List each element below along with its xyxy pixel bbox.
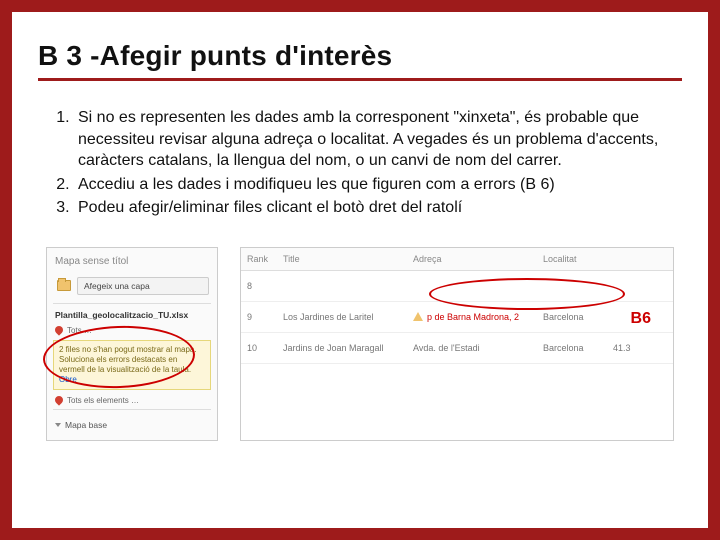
callout-b6: B6 xyxy=(631,310,651,328)
slide-body: Si no es representen les dades amb la co… xyxy=(12,89,708,219)
pin-icon xyxy=(53,325,64,336)
add-layer-button[interactable]: Afegeix una capa xyxy=(77,277,209,295)
cell-addr: Avda. de l'Estadi xyxy=(407,332,537,363)
table-header-row: Rank Title Adreça Localitat xyxy=(241,248,673,271)
cell-rank: 9 xyxy=(241,301,277,332)
divider xyxy=(53,409,211,410)
table-row[interactable]: 10 Jardins de Joan Maragall Avda. de l'E… xyxy=(241,332,673,363)
title-wrap: B 3 -Afegir punts d'interès xyxy=(12,12,708,89)
slide-title: B 3 -Afegir punts d'interès xyxy=(38,40,682,81)
cell-title: Jardins de Joan Maragall xyxy=(277,332,407,363)
base-map-row[interactable]: Mapa base xyxy=(53,414,211,430)
table-row[interactable]: 9 Los Jardines de Laritel p de Barna Mad… xyxy=(241,301,673,332)
cell-rank: 10 xyxy=(241,332,277,363)
add-layer-row: Afegeix una capa xyxy=(53,273,211,301)
data-table: Rank Title Adreça Localitat 8 xyxy=(241,248,673,364)
col-title: Title xyxy=(277,248,407,271)
table-row[interactable]: 8 xyxy=(241,270,673,301)
map-title: Mapa sense títol xyxy=(53,254,211,273)
list-item: Si no es representen les dades amb la co… xyxy=(74,107,674,172)
folder-icon xyxy=(57,280,71,291)
marker-row: Tots … xyxy=(53,324,211,337)
cell-loc: Barcelona xyxy=(537,301,607,332)
file-name: Plantilla_geolocalitzacio_TU.xlsx xyxy=(53,308,211,324)
list-item: Accediu a les dades i modifiqueu les que… xyxy=(74,174,674,196)
col-addr: Adreça xyxy=(407,248,537,271)
cell-rank: 8 xyxy=(241,270,277,301)
slide: B 3 -Afegir punts d'interès Si no es rep… xyxy=(0,0,720,540)
cell-addr xyxy=(407,270,537,301)
chevron-down-icon xyxy=(55,423,61,427)
cell-loc: Barcelona xyxy=(537,332,607,363)
cell-loc xyxy=(537,270,607,301)
divider xyxy=(53,303,211,304)
col-rank: Rank xyxy=(241,248,277,271)
cell-title xyxy=(277,270,407,301)
marker-row: Tots els elements … xyxy=(53,394,211,407)
warning-box: 2 files no s'han pogut mostrar al mapa. … xyxy=(53,340,211,390)
warning-icon xyxy=(413,312,423,321)
figures-row: Mapa sense títol Afegeix una capa Planti… xyxy=(12,221,708,441)
cell-title: Los Jardines de Laritel xyxy=(277,301,407,332)
instruction-list: Si no es representen les dades amb la co… xyxy=(46,107,674,219)
marker-label: Tots els elements … xyxy=(67,396,139,405)
cell-extra: 41.3 xyxy=(607,332,673,363)
marker-label: Tots … xyxy=(67,326,92,335)
base-map-label: Mapa base xyxy=(65,420,107,430)
data-table-panel: Rank Title Adreça Localitat 8 xyxy=(240,247,674,441)
cell-addr: p de Barna Madrona, 2 xyxy=(407,301,537,332)
error-address: p de Barna Madrona, 2 xyxy=(427,312,519,322)
pin-icon xyxy=(53,395,64,406)
col-loc: Localitat xyxy=(537,248,607,271)
list-item: Podeu afegir/eliminar files clicant el b… xyxy=(74,197,674,219)
col-extra xyxy=(607,248,673,271)
warning-link[interactable]: Obre xyxy=(59,375,77,384)
warning-text: 2 files no s'han pogut mostrar al mapa. … xyxy=(59,345,197,374)
layers-panel: Mapa sense títol Afegeix una capa Planti… xyxy=(46,247,218,441)
cell-extra xyxy=(607,270,673,301)
